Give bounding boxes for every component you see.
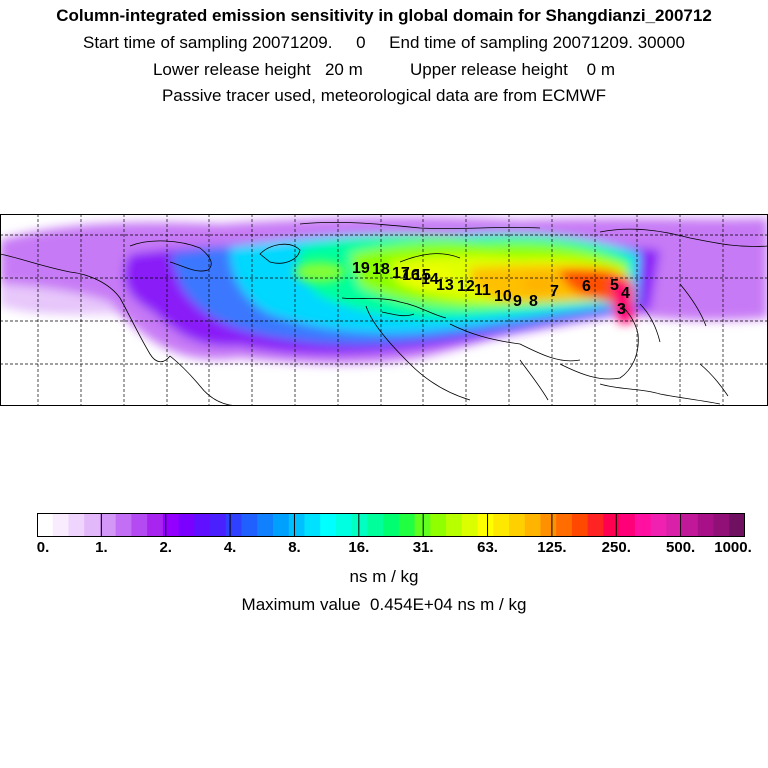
colorbar-swatch <box>682 513 699 537</box>
coastlines <box>0 221 768 406</box>
colorbar-swatch <box>697 513 715 537</box>
colorbar-swatch <box>493 513 510 537</box>
colorbar-swatch <box>162 513 180 537</box>
trajectory-label-8: 8 <box>529 293 538 310</box>
colorbar-swatch <box>210 513 227 537</box>
colorbar-tick-label: 250. <box>601 539 631 556</box>
colorbar-swatch <box>619 513 636 537</box>
trajectory-label-5: 5 <box>610 277 619 294</box>
tracer-info-line: Passive tracer used, meteorological data… <box>161 86 607 105</box>
colorbar-swatch <box>571 513 589 537</box>
colorbar-swatch <box>273 513 290 537</box>
colorbar-swatch <box>225 513 243 537</box>
colorbar-swatch <box>446 513 463 537</box>
sampling-time-line: Start time of sampling 20071209. 0 End t… <box>83 33 685 52</box>
colorbar-swatch <box>713 513 730 537</box>
colorbar-swatch <box>257 513 274 537</box>
colorbar-swatch <box>367 513 384 537</box>
colorbar-swatch <box>288 513 306 537</box>
trajectory-label-9: 9 <box>513 293 522 310</box>
colorbar-swatch <box>52 513 70 537</box>
trajectory-label-4: 4 <box>621 285 630 302</box>
colorbar-tick-label: 2. <box>159 539 172 556</box>
trajectory-label-10: 10 <box>494 288 512 305</box>
colorbar-tick-label: 1000. <box>714 539 752 556</box>
emission-sensitivity-map: 19 18 17 16 15 14 13 12 11 10 9 8 7 6 5 … <box>0 214 768 406</box>
colorbar-swatch <box>477 513 494 537</box>
colorbar-tick-label: 125. <box>537 539 567 556</box>
trajectory-label-11: 11 <box>474 282 491 299</box>
trajectory-label-3: 3 <box>617 301 626 318</box>
colorbar-swatch <box>131 513 148 537</box>
colorbar-unit: ns m / kg <box>349 567 419 586</box>
maximum-value-label: Maximum value 0.454E+04 ns m / kg <box>241 595 527 614</box>
colorbar-swatch <box>540 513 557 537</box>
trajectory-label-19: 19 <box>352 260 370 277</box>
colorbar-tick-label: 0. <box>36 539 50 556</box>
colorbar-swatch <box>115 513 132 537</box>
colorbar-swatches <box>37 513 745 537</box>
colorbar-swatch <box>351 513 368 537</box>
colorbar-tick-label: 8. <box>288 539 301 556</box>
colorbar-tick-label: 16. <box>348 539 370 556</box>
colorbar-swatch <box>729 513 745 537</box>
colorbar-swatch <box>398 513 416 537</box>
sensitivity-field <box>0 217 768 365</box>
colorbar-swatch <box>178 513 195 537</box>
trajectory-label-13: 13 <box>436 277 454 294</box>
colorbar-swatch <box>320 513 337 537</box>
colorbar-swatch <box>99 513 117 537</box>
colorbar-swatch <box>147 513 164 537</box>
colorbar-swatch <box>68 513 85 537</box>
plot-title: Column-integrated emission sensitivity i… <box>56 6 712 25</box>
trajectory-labels: 19 18 17 16 15 14 13 12 11 10 9 8 7 6 5 … <box>352 260 630 318</box>
colorbar-swatch <box>587 513 604 537</box>
colorbar-swatch <box>194 513 211 537</box>
colorbar-tick-label: 500. <box>666 539 696 556</box>
trajectory-label-6: 6 <box>582 278 591 295</box>
colorbar-tick-label: 31. <box>412 539 434 556</box>
colorbar-swatch <box>509 513 526 537</box>
colorbar-swatch <box>383 513 400 537</box>
release-height-line: Lower release height 20 m Upper release … <box>152 60 616 79</box>
colorbar-frame <box>37 513 745 537</box>
colorbar-tick-label: 1. <box>95 539 108 556</box>
colorbar-swatch <box>603 513 620 537</box>
colorbar-tick-label: 4. <box>223 539 237 556</box>
trajectory-label-15: 15 <box>413 267 431 284</box>
colorbar-tick-label: 63. <box>477 539 498 556</box>
colorbar-dividers <box>100 513 682 537</box>
trajectory-label-17: 17 <box>392 265 410 282</box>
colorbar-swatch <box>430 513 447 537</box>
colorbar <box>37 513 745 537</box>
colorbar-swatch <box>37 513 54 537</box>
colorbar-swatch <box>650 513 667 537</box>
colorbar-swatch <box>556 513 573 537</box>
colorbar-swatch <box>84 513 101 537</box>
trajectory-label-14: 14 <box>421 271 439 288</box>
trajectory-label-18: 18 <box>372 261 390 278</box>
trajectory-label-12: 12 <box>457 278 475 295</box>
colorbar-swatch <box>304 513 321 537</box>
colorbar-swatch <box>634 513 652 537</box>
colorbar-swatch <box>524 513 542 537</box>
lat-lon-grid <box>0 214 768 406</box>
trajectory-label-7: 7 <box>550 283 559 300</box>
colorbar-swatch <box>335 513 353 537</box>
trajectory-label-16: 16 <box>402 267 420 284</box>
colorbar-swatch <box>241 513 258 537</box>
colorbar-swatch <box>666 513 683 537</box>
colorbar-swatch <box>461 513 479 537</box>
